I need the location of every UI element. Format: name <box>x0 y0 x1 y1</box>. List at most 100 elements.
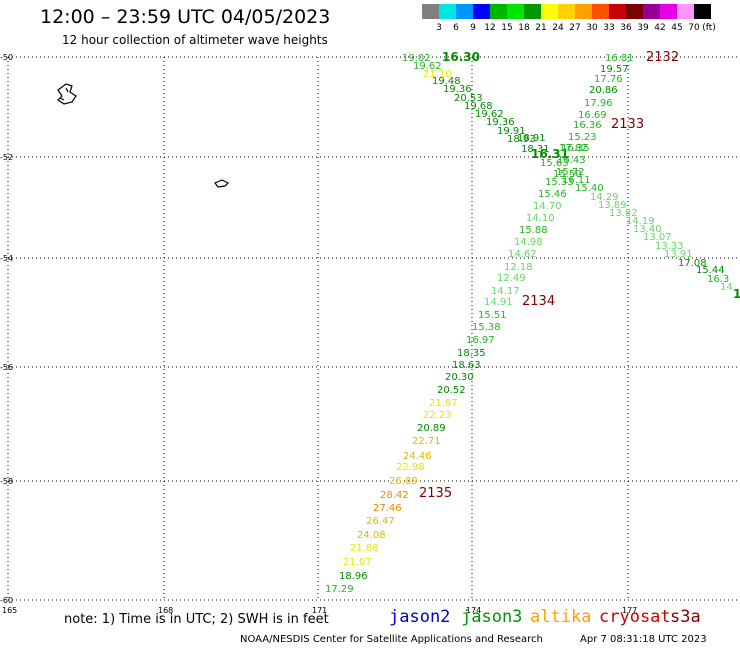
scale-label: 45 <box>671 23 683 33</box>
wave-height-point: 16.11 <box>562 175 591 186</box>
lon-label: 174 <box>466 606 481 615</box>
lat-label: -60 <box>0 596 13 605</box>
pass-time-label: 2134 <box>522 294 555 309</box>
wave-height-point: 15.38 <box>472 322 501 333</box>
wave-height-point: 26.89 <box>389 476 418 487</box>
pass-time-labels: 2132 2133 2134 2135 <box>419 50 679 501</box>
wave-height-point: 15.72 <box>556 167 585 178</box>
page-title: 12:00 – 23:59 UTC 04/05/2023 <box>40 6 331 28</box>
mission-cryosat: cryosat <box>599 607 671 627</box>
wave-height-point: 14.17 <box>491 286 520 297</box>
pass-time-label: 2132 <box>646 50 679 65</box>
wave-height-point: 19.68 <box>464 101 493 112</box>
wave-height-point: 17.29 <box>325 584 354 595</box>
scale-swatch <box>694 4 711 19</box>
scale-swatch <box>473 4 490 19</box>
wave-height-point: 15.23 <box>568 132 597 143</box>
wave-height-point: 21.87 <box>429 398 458 409</box>
wave-height-point: 16.97 <box>466 335 495 346</box>
scale-swatch <box>592 4 609 19</box>
wave-height-point: 13.82 <box>609 208 638 219</box>
wave-height-point: 15.50 <box>553 169 582 180</box>
scale-label: 15 <box>501 23 513 33</box>
wave-height-point: 20.52 <box>437 385 466 396</box>
wave-height-point: 15.63 <box>540 158 569 169</box>
wave-height-point: 19.36 <box>443 84 472 95</box>
wave-height-point: 15.33 <box>545 177 574 188</box>
wave-height-point: 16.36 <box>573 120 602 131</box>
scale-swatch <box>677 4 694 19</box>
wave-height-point: 22.98 <box>396 462 425 473</box>
wave-height-point: 19.02 <box>402 53 431 64</box>
wave-height-point: 14.70 <box>533 201 562 212</box>
wave-height-point: 1 <box>733 287 740 301</box>
credit-line: NOAA/NESDIS Center for Satellite Applica… <box>240 634 543 645</box>
scale-swatch <box>558 4 575 19</box>
lon-label: 177 <box>622 606 637 615</box>
scale-swatch <box>422 4 439 19</box>
wave-height-point: 18.91 <box>517 133 546 144</box>
wave-height-point: 15.88 <box>519 225 548 236</box>
lat-label: -50 <box>0 53 13 62</box>
scale-label: 6 <box>453 23 459 33</box>
lat-label: -56 <box>0 363 13 372</box>
scale-swatch <box>643 4 660 19</box>
scale-label: 9 <box>470 23 476 33</box>
wave-height-point: 15.44 <box>696 265 725 276</box>
scale-label: 24 <box>552 23 564 33</box>
wave-height-point: 17.76 <box>594 74 623 85</box>
wave-height-point: 18.96 <box>339 571 368 582</box>
wave-height-point: 16.69 <box>578 110 607 121</box>
footnote: note: 1) Time is in UTC; 2) SWH is in fe… <box>64 612 329 627</box>
wave-height-point: 18.93 <box>507 134 536 145</box>
scale-label: 21 <box>535 23 547 33</box>
wave-height-point: 19.57 <box>600 64 629 75</box>
scale-swatch <box>507 4 524 19</box>
wave-height-point: 22.71 <box>412 436 441 447</box>
scale-swatch <box>626 4 643 19</box>
auckland-islands-outline <box>57 83 77 105</box>
scale-label: 42 <box>654 23 666 33</box>
pass-time-label: 2133 <box>611 117 644 132</box>
mission-s3a: s3a <box>670 607 701 627</box>
wave-height-point: 21.10 <box>423 69 452 80</box>
wave-height-point: 14.29 <box>590 192 619 203</box>
wave-height-point: 26.47 <box>366 516 395 527</box>
lon-label: 168 <box>158 606 173 615</box>
scale-label: 33 <box>603 23 615 33</box>
wave-height-point: 20.86 <box>589 85 618 96</box>
wave-height-point: 12.18 <box>504 262 533 273</box>
wave-height-point: 14.98 <box>514 237 543 248</box>
wave-height-point: 19.62 <box>475 109 504 120</box>
altimeter-tracks: 16.3019.0219.6221.1019.4819.3620.5319.68… <box>325 50 740 595</box>
wave-height-point: 21.07 <box>343 557 372 568</box>
wave-height-point: 14.10 <box>526 213 555 224</box>
wave-height-point: 13.89 <box>598 200 627 211</box>
lat-label: -58 <box>0 477 13 486</box>
wave-height-point: 19.48 <box>432 76 461 87</box>
generation-timestamp: Apr 7 08:31:18 UTC 2023 <box>580 634 707 645</box>
wave-height-point: 19.62 <box>413 61 442 72</box>
mission-jason2: jason2 <box>389 607 451 627</box>
scale-label: 3 <box>436 23 442 33</box>
scale-unit: (ft) <box>702 23 716 33</box>
wave-height-point: 13.91 <box>664 249 693 260</box>
scale-label: 70 <box>688 23 700 33</box>
wave-height-point: 19.36 <box>486 117 515 128</box>
scale-label: 12 <box>484 23 496 33</box>
wave-height-point: 27.46 <box>373 503 402 514</box>
wave-height-point: 18.63 <box>452 360 481 371</box>
scale-label: 30 <box>586 23 598 33</box>
scale-swatch <box>575 4 592 19</box>
wave-height-point: 16.81 <box>605 53 634 64</box>
scale-swatch <box>456 4 473 19</box>
wave-height-point: 15.40 <box>575 183 604 194</box>
wave-height-point: 21.86 <box>350 543 379 554</box>
wave-height-point: 17.82 <box>559 143 588 154</box>
scale-swatch <box>541 4 558 19</box>
mission-jason3: jason3 <box>461 607 523 627</box>
wave-height-point: 16.43 <box>557 155 586 166</box>
wave-height-point: 19.91 <box>497 126 526 137</box>
